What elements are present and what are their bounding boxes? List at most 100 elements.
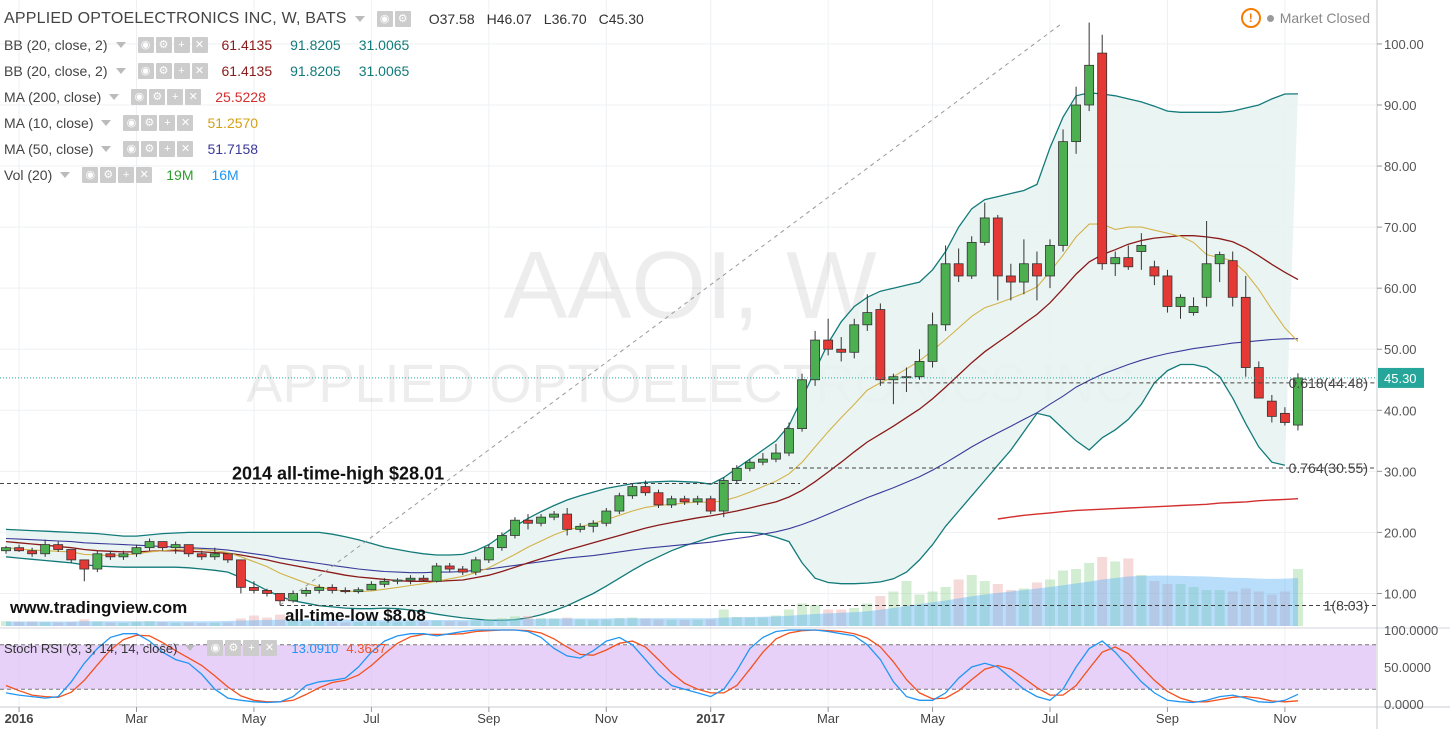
close-icon[interactable]: ✕ bbox=[177, 141, 194, 157]
volume-bar bbox=[40, 622, 51, 626]
indicator-name[interactable]: MA (10, close) bbox=[4, 115, 94, 131]
status-dot-icon bbox=[1266, 14, 1274, 22]
time-tick-label: Mar bbox=[125, 711, 148, 726]
volume-bar bbox=[196, 623, 207, 626]
indicator-row[interactable]: MA (50, close) ◉ ⚙ + ✕ 51.7158 bbox=[4, 136, 652, 162]
volume-bar bbox=[849, 608, 860, 626]
candle bbox=[40, 539, 51, 557]
volume-bar bbox=[444, 621, 455, 626]
settings-icon[interactable]: ⚙ bbox=[155, 37, 172, 53]
eye-icon[interactable]: ◉ bbox=[137, 63, 154, 79]
settings-icon[interactable]: ⚙ bbox=[394, 11, 411, 27]
eye-icon[interactable]: ◉ bbox=[82, 167, 99, 183]
indicator-row[interactable]: Vol (20) ◉ ⚙ + ✕ 19M 16M bbox=[4, 162, 652, 188]
time-tick-label: Mar bbox=[817, 711, 840, 726]
candle bbox=[144, 538, 155, 551]
close-icon[interactable]: ✕ bbox=[191, 63, 208, 79]
indicator-value: 51.7158 bbox=[207, 141, 259, 157]
chevron-down-icon[interactable] bbox=[185, 645, 196, 651]
chevron-down-icon[interactable] bbox=[109, 94, 120, 100]
close-icon[interactable]: ✕ bbox=[261, 640, 278, 656]
indicator-row[interactable]: MA (10, close) ◉ ⚙ + ✕ 51.2570 bbox=[4, 110, 652, 136]
warning-icon[interactable]: ! bbox=[1240, 8, 1261, 28]
eye-icon[interactable]: ◉ bbox=[376, 11, 393, 27]
volume-bar bbox=[1188, 587, 1199, 626]
settings-icon[interactable]: ⚙ bbox=[100, 167, 117, 183]
add-icon[interactable]: + bbox=[243, 640, 260, 656]
candle bbox=[79, 559, 90, 582]
ma50-line bbox=[5, 338, 1299, 574]
indicator-name[interactable]: Vol (20) bbox=[4, 167, 53, 183]
volume-bar bbox=[1279, 591, 1290, 626]
price-tick-label: 10.00 bbox=[1384, 586, 1417, 601]
ohlc-label: L bbox=[543, 11, 552, 27]
candle bbox=[483, 544, 494, 563]
add-icon[interactable]: + bbox=[167, 89, 184, 105]
volume-bar bbox=[536, 618, 547, 626]
candle bbox=[744, 459, 755, 472]
add-icon[interactable]: + bbox=[159, 115, 176, 131]
add-icon[interactable]: + bbox=[118, 167, 135, 183]
volume-bar bbox=[1058, 570, 1069, 626]
volume-bar bbox=[562, 617, 573, 626]
volume-bar bbox=[157, 622, 168, 626]
candle bbox=[836, 337, 847, 362]
volume-bar bbox=[731, 617, 742, 626]
eye-icon[interactable]: ◉ bbox=[207, 640, 224, 656]
chevron-down-icon[interactable] bbox=[115, 42, 126, 48]
eye-icon[interactable]: ◉ bbox=[123, 115, 140, 131]
candle bbox=[771, 443, 781, 463]
indicator-row[interactable]: BB (20, close, 2) ◉ ⚙ + ✕ 61.4135 91.8205 31.00… bbox=[4, 58, 652, 84]
indicator-row[interactable]: BB (20, close, 2) ◉ ⚙ + ✕ 61.4135 91.8205 31.00… bbox=[4, 32, 652, 58]
close-icon[interactable]: ✕ bbox=[185, 89, 202, 105]
chevron-down-icon[interactable] bbox=[60, 172, 71, 178]
volume-bar bbox=[275, 614, 286, 626]
chevron-down-icon[interactable] bbox=[101, 120, 112, 126]
eye-icon[interactable]: ◉ bbox=[123, 141, 140, 157]
volume-bar bbox=[588, 619, 599, 626]
candle bbox=[53, 541, 64, 552]
volume-bar bbox=[901, 581, 912, 626]
volume-bar bbox=[92, 621, 103, 626]
volume-bar bbox=[1292, 569, 1303, 626]
settings-icon[interactable]: ⚙ bbox=[141, 115, 158, 131]
add-icon[interactable]: + bbox=[159, 141, 176, 157]
indicator-name[interactable]: BB (20, close, 2) bbox=[4, 37, 108, 53]
eye-icon[interactable]: ◉ bbox=[131, 89, 148, 105]
chevron-down-icon[interactable] bbox=[101, 146, 112, 152]
chevron-down-icon[interactable] bbox=[354, 16, 365, 22]
candle bbox=[262, 588, 272, 597]
add-icon[interactable]: + bbox=[173, 63, 190, 79]
eye-icon[interactable]: ◉ bbox=[137, 37, 154, 53]
settings-icon[interactable]: ⚙ bbox=[141, 141, 158, 157]
volume-bar bbox=[405, 621, 416, 626]
stoch-name[interactable]: Stoch RSI (3, 3, 14, 14, close) bbox=[4, 640, 178, 656]
indicator-name[interactable]: MA (200, close) bbox=[4, 89, 102, 105]
candle bbox=[209, 547, 220, 560]
candle bbox=[1097, 34, 1108, 270]
volume-bar bbox=[1266, 594, 1277, 626]
chevron-down-icon[interactable] bbox=[115, 68, 126, 74]
settings-icon[interactable]: ⚙ bbox=[149, 89, 166, 105]
time-tick-label: Jul bbox=[1042, 711, 1059, 726]
indicator-name[interactable]: BB (20, close, 2) bbox=[4, 63, 108, 79]
close-icon[interactable]: ✕ bbox=[191, 37, 208, 53]
volume-bar bbox=[183, 622, 194, 626]
volume-bar bbox=[1214, 590, 1225, 626]
volume-bar bbox=[953, 579, 964, 626]
close-icon[interactable]: ✕ bbox=[136, 167, 153, 183]
settings-icon[interactable]: ⚙ bbox=[155, 63, 172, 79]
symbol-title[interactable]: APPLIED OPTOELECTRONICS INC, W, BATS bbox=[4, 10, 347, 27]
close-icon[interactable]: ✕ bbox=[177, 115, 194, 131]
indicator-name[interactable]: MA (50, close) bbox=[4, 141, 94, 157]
add-icon[interactable]: + bbox=[173, 37, 190, 53]
volume-bar bbox=[627, 617, 638, 626]
settings-icon[interactable]: ⚙ bbox=[225, 640, 242, 656]
candle bbox=[914, 349, 925, 380]
candle bbox=[131, 544, 142, 557]
volume-bar bbox=[379, 621, 390, 626]
indicator-row[interactable]: MA (200, close) ◉ ⚙ + ✕ 25.5228 bbox=[4, 84, 652, 110]
volume-bar bbox=[705, 619, 716, 626]
